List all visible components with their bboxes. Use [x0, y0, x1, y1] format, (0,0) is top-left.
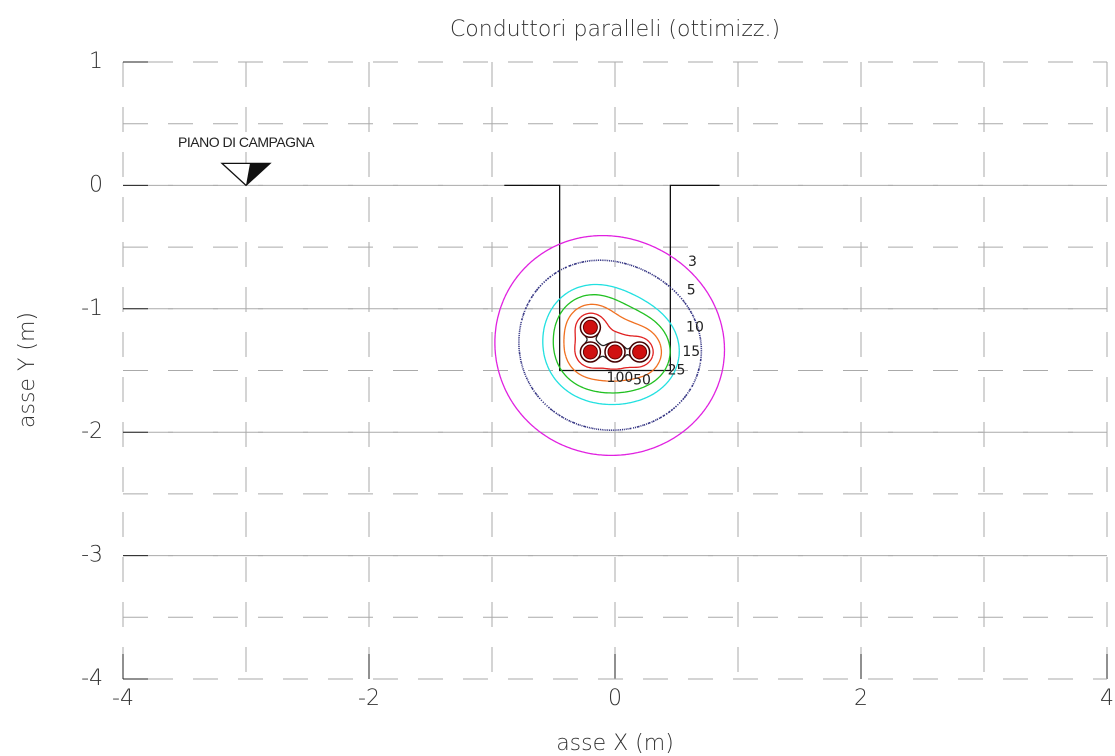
y-tick-label: -3 — [81, 543, 103, 568]
chart-title: Conduttori paralleli (ottimizz.) — [450, 17, 780, 42]
conductor — [632, 344, 648, 360]
contour-label: 5 — [687, 282, 696, 298]
x-tick-label: 2 — [854, 686, 868, 711]
contour-line — [563, 303, 663, 382]
contour-line — [574, 312, 654, 370]
y-tick-label: 0 — [89, 172, 103, 197]
contour-label: 10 — [686, 319, 704, 335]
y-axis-label: asse Y (m) — [15, 312, 40, 428]
x-tick-label: 4 — [1100, 686, 1114, 711]
trench — [504, 184, 720, 372]
conductor — [582, 344, 598, 360]
contour-label: 15 — [682, 344, 700, 360]
x-tick-label: -4 — [112, 686, 134, 711]
conductor — [582, 319, 598, 335]
contour-label: 3 — [688, 254, 697, 270]
y-tick-label: -1 — [81, 296, 103, 321]
x-tick-label: -2 — [358, 686, 380, 711]
x-axis-label: asse X (m) — [556, 731, 674, 756]
y-tick-label: 1 — [89, 49, 103, 74]
y-tick-label: -2 — [81, 419, 103, 444]
contour-label: 25 — [668, 363, 686, 379]
conductor — [607, 344, 623, 360]
contour-line — [552, 294, 671, 394]
ground-symbol — [246, 163, 270, 186]
y-tick-label: -4 — [81, 666, 103, 691]
contour-label: 50 — [633, 372, 651, 388]
contour-line — [518, 259, 703, 431]
contour-label: 100 — [607, 370, 634, 386]
contour-line — [542, 283, 680, 406]
contour-line — [494, 234, 726, 457]
x-tick-label: 0 — [608, 686, 622, 711]
annotation: PIANO DI CAMPAGNA — [178, 134, 315, 150]
